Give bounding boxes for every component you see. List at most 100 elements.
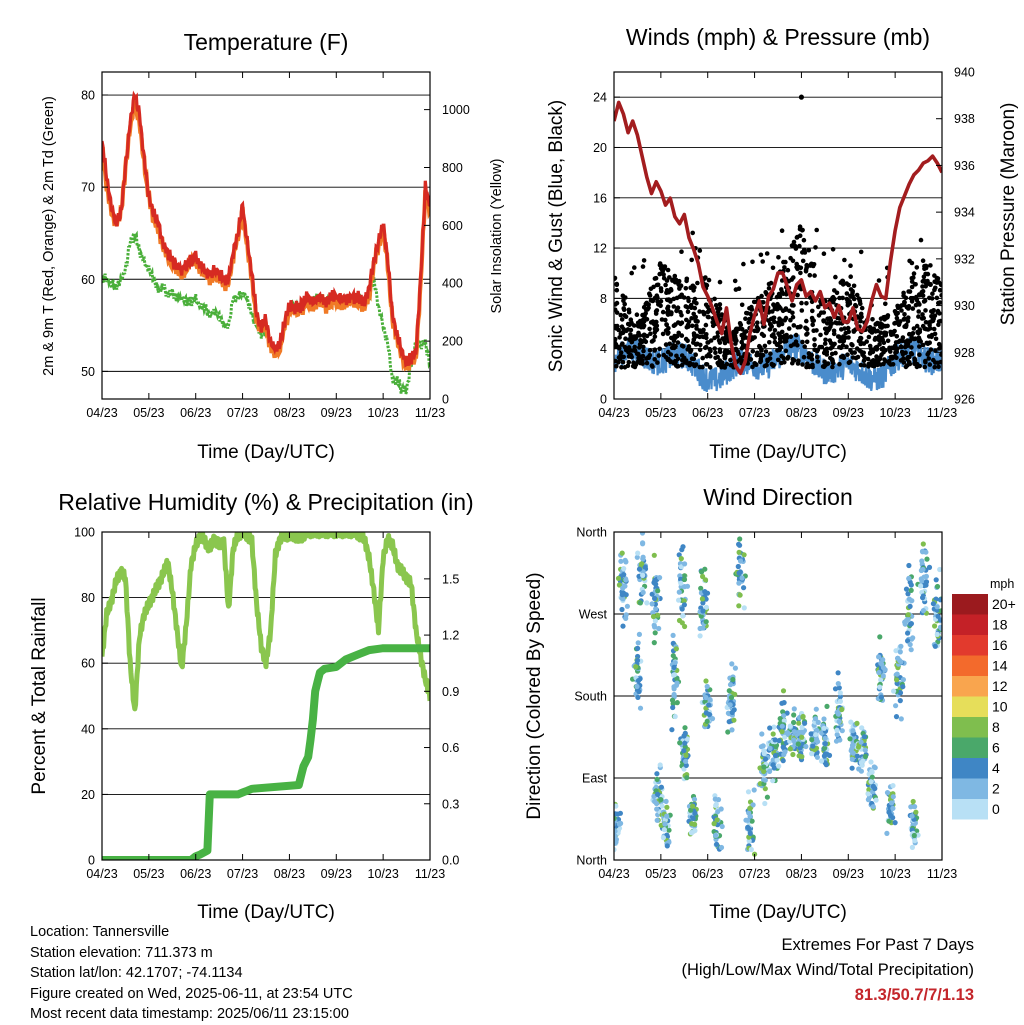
gust-point (823, 337, 828, 343)
gust-point (679, 249, 684, 254)
direction-point (692, 810, 698, 816)
direction-point (918, 576, 924, 582)
legend-label: 12 (992, 678, 1008, 694)
direction-point (923, 573, 930, 580)
gust-point (920, 284, 925, 289)
direction-point (777, 716, 783, 722)
gust-point (816, 304, 821, 310)
gust-point (693, 352, 698, 358)
legend-label: 0 (992, 801, 1000, 817)
gust-point (620, 341, 625, 347)
rain-y2tick-label: 0.6 (442, 741, 459, 755)
gust-point (652, 347, 658, 353)
gust-point (815, 359, 821, 364)
gust-point (920, 293, 926, 298)
direction-point (669, 727, 675, 733)
direction-point (700, 600, 706, 606)
gust-point (766, 286, 772, 291)
gust-point (922, 364, 928, 370)
pressure-y2tick-label: 936 (954, 159, 975, 173)
dir-xtick-label: 07/23 (739, 867, 770, 881)
gust-point (905, 363, 910, 368)
direction-point (634, 657, 641, 664)
gust-point (824, 330, 829, 335)
gust-point (815, 354, 820, 360)
gust-point (878, 324, 883, 330)
direction-point (689, 821, 695, 827)
direction-point (682, 561, 688, 567)
direction-point (620, 585, 626, 591)
direction-point (761, 748, 767, 754)
gust-point (882, 323, 888, 329)
direction-point (837, 690, 843, 696)
direction-point (635, 640, 641, 646)
gust-point (917, 329, 923, 335)
direction-point (795, 741, 801, 747)
direction-point (623, 592, 629, 598)
direction-point (791, 719, 797, 726)
gust-point (810, 308, 815, 314)
gust-point (664, 288, 670, 293)
gust-point (644, 333, 650, 339)
gust-point (679, 320, 685, 326)
gust-point (675, 364, 680, 369)
gust-point (676, 330, 681, 336)
gust-point (865, 356, 871, 362)
direction-point (770, 757, 776, 763)
gust-point (783, 259, 788, 265)
temperature-xlabel: Time (Day/UTC) (197, 442, 335, 463)
gust-point (909, 284, 915, 290)
rh-xtick-label: 09/23 (321, 867, 352, 881)
gust-point (738, 355, 744, 360)
gust-point (738, 322, 744, 328)
gust-point (882, 332, 887, 337)
gust-point (658, 299, 664, 304)
gust-point (732, 278, 738, 284)
gust-point (632, 265, 637, 270)
rh-xtick-label: 08/23 (274, 867, 305, 881)
temp-ytick-label: 50 (81, 365, 95, 379)
direction-point (655, 612, 661, 618)
direction-point (774, 757, 780, 763)
gust-point (703, 322, 709, 328)
gust-point (911, 326, 917, 331)
direction-point (712, 832, 719, 839)
gust-point (668, 352, 674, 357)
info-created: Figure created on Wed, 2025-06-11, at 23… (30, 985, 353, 1002)
gust-point (936, 300, 941, 306)
temp-ytick-label: 60 (81, 273, 95, 287)
gust-point (894, 315, 900, 321)
direction-point (736, 570, 742, 576)
direction-point (822, 745, 828, 751)
temp-xtick-label: 10/23 (368, 406, 399, 420)
winds-ylabel-left: Sonic Wind & Gust (Blue, Black) (546, 100, 567, 372)
direction-point (619, 606, 625, 613)
direction-point (849, 765, 855, 771)
gust-point (791, 323, 797, 328)
direction-point (879, 661, 885, 667)
gust-point (679, 362, 685, 368)
gust-point (721, 364, 726, 370)
direction-point (746, 826, 752, 832)
direction-point (854, 753, 860, 759)
gust-point (754, 352, 759, 358)
gust-point (685, 309, 691, 315)
direction-point (700, 573, 706, 580)
gust-point (652, 357, 657, 362)
direction-point (836, 719, 842, 725)
legend-swatch (952, 594, 988, 615)
gust-point (798, 270, 803, 276)
gust-point (654, 293, 660, 299)
gust-point (824, 321, 830, 326)
direction-point (660, 835, 667, 841)
direction-point (618, 558, 624, 564)
wind-ytick-label: 12 (593, 242, 607, 256)
rh-xtick-label: 04/23 (86, 867, 117, 881)
gust-point (934, 280, 940, 285)
gust-point (889, 356, 895, 361)
direction-point (731, 717, 737, 723)
gust-point (635, 323, 641, 328)
direction-point (813, 732, 819, 738)
gust-point (910, 306, 916, 311)
direction-point (934, 583, 941, 590)
